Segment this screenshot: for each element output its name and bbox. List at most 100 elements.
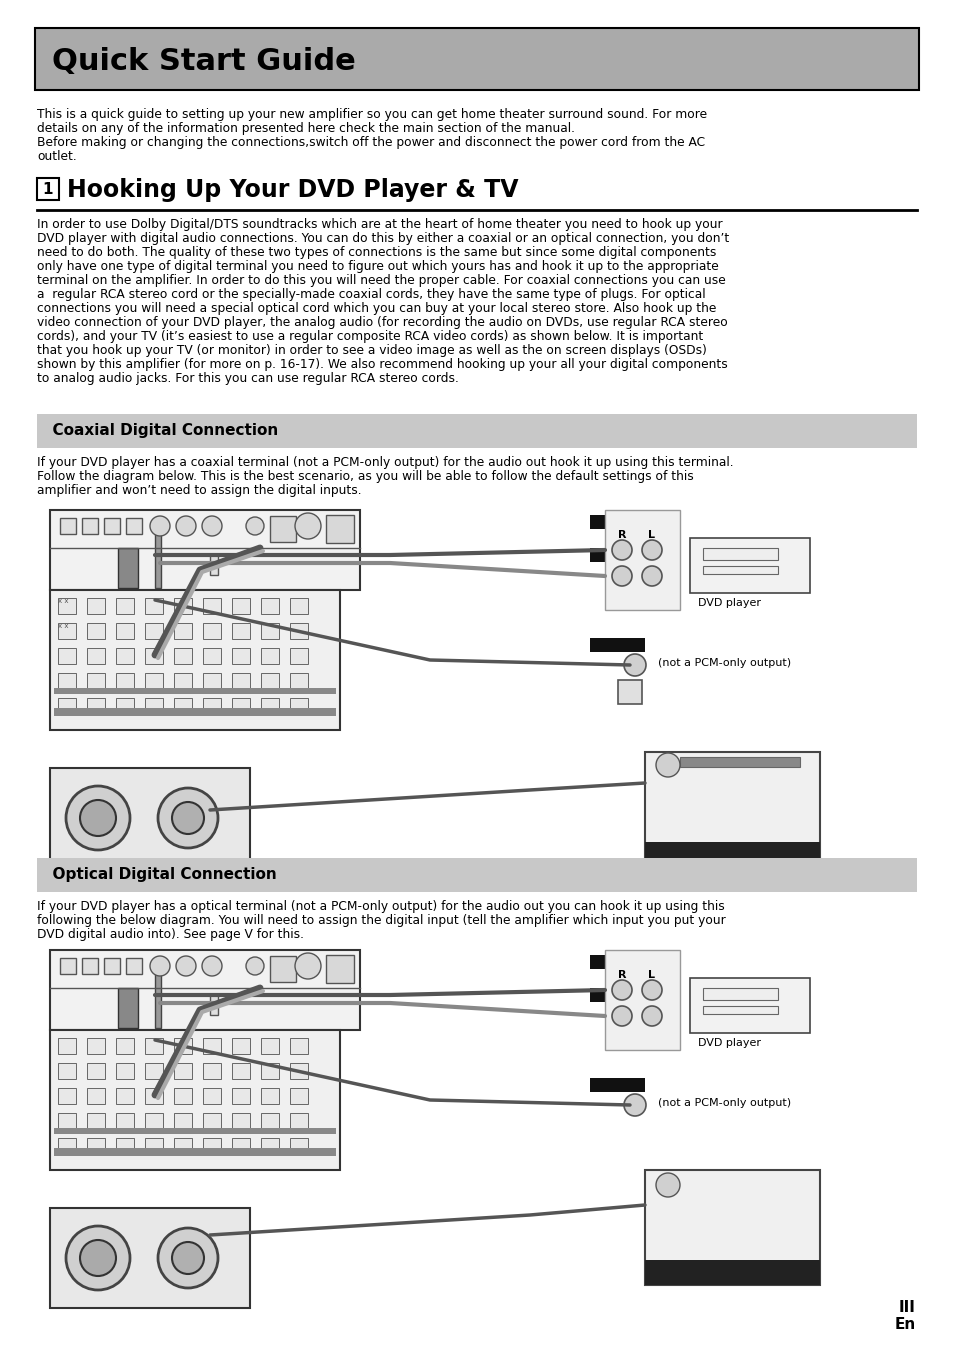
Bar xyxy=(50,950,359,1030)
Circle shape xyxy=(294,953,320,979)
Bar xyxy=(116,1038,133,1054)
Bar xyxy=(290,1038,308,1054)
Text: DVD player: DVD player xyxy=(698,1038,760,1047)
Bar xyxy=(290,1088,308,1104)
Bar xyxy=(589,515,644,528)
Bar xyxy=(702,1006,778,1014)
Text: In order to use Dolby Digital/DTS soundtracks which are at the heart of home the: In order to use Dolby Digital/DTS soundt… xyxy=(37,218,721,231)
Bar xyxy=(87,673,105,689)
Bar xyxy=(58,1113,76,1130)
Circle shape xyxy=(172,802,204,834)
Bar xyxy=(290,698,308,714)
Bar xyxy=(54,687,335,694)
Bar xyxy=(173,1138,192,1154)
Bar xyxy=(50,510,359,590)
Bar xyxy=(145,1088,163,1104)
Circle shape xyxy=(246,518,264,535)
Circle shape xyxy=(612,980,631,1000)
Bar xyxy=(644,842,820,867)
Text: This is a quick guide to setting up your new amplifier so you can get home theat: This is a quick guide to setting up your… xyxy=(37,108,706,121)
Bar xyxy=(679,758,800,767)
Bar xyxy=(173,1064,192,1078)
Text: following the below diagram. You will need to assign the digital input (tell the: following the below diagram. You will ne… xyxy=(37,914,725,927)
Bar xyxy=(145,1113,163,1130)
Text: Before making or changing the connections,switch off the power and disconnect th: Before making or changing the connection… xyxy=(37,136,704,150)
Text: that you hook up your TV (or monitor) in order to see a video image as well as t: that you hook up your TV (or monitor) in… xyxy=(37,344,706,357)
Text: need to do both. The quality of these two types of connections is the same but s: need to do both. The quality of these tw… xyxy=(37,245,716,259)
Bar xyxy=(126,958,142,975)
Circle shape xyxy=(641,1006,661,1026)
Bar xyxy=(326,515,354,543)
Circle shape xyxy=(294,514,320,539)
Circle shape xyxy=(612,566,631,586)
Bar xyxy=(87,1038,105,1054)
Bar xyxy=(173,599,192,613)
Bar xyxy=(232,1088,250,1104)
Bar xyxy=(290,1113,308,1130)
Text: only have one type of digital terminal you need to figure out which yours has an: only have one type of digital terminal y… xyxy=(37,260,718,274)
Bar xyxy=(37,178,59,200)
Bar xyxy=(173,673,192,689)
Text: DVD player: DVD player xyxy=(698,599,760,608)
Text: terminal on the amplifier. In order to do this you will need the proper cable. F: terminal on the amplifier. In order to d… xyxy=(37,274,725,287)
Circle shape xyxy=(202,956,222,976)
Bar xyxy=(589,638,644,652)
Bar xyxy=(58,648,76,665)
Bar xyxy=(702,988,778,1000)
Circle shape xyxy=(150,956,170,976)
Bar xyxy=(116,1113,133,1130)
Bar xyxy=(50,768,250,868)
Text: Quick Start Guide: Quick Start Guide xyxy=(52,46,355,75)
Bar xyxy=(261,1088,278,1104)
Text: details on any of the information presented here check the main section of the m: details on any of the information presen… xyxy=(37,123,575,135)
Text: (not a PCM-only output): (not a PCM-only output) xyxy=(658,658,790,669)
Bar xyxy=(104,958,120,975)
Bar xyxy=(644,1260,820,1285)
Bar xyxy=(116,698,133,714)
Bar xyxy=(87,698,105,714)
Bar xyxy=(261,599,278,613)
Bar xyxy=(203,698,221,714)
Bar xyxy=(203,673,221,689)
Bar xyxy=(702,549,778,559)
Bar xyxy=(290,623,308,639)
Bar xyxy=(689,979,809,1033)
Bar xyxy=(173,648,192,665)
Bar xyxy=(290,1064,308,1078)
Bar xyxy=(116,648,133,665)
Circle shape xyxy=(246,957,264,975)
Bar xyxy=(60,958,76,975)
Bar xyxy=(116,623,133,639)
Text: x x: x x xyxy=(58,623,69,630)
Circle shape xyxy=(202,516,222,537)
Bar xyxy=(35,28,918,90)
Bar xyxy=(173,1038,192,1054)
Bar xyxy=(145,648,163,665)
Circle shape xyxy=(66,1225,130,1290)
Bar xyxy=(261,623,278,639)
Circle shape xyxy=(175,956,195,976)
Bar xyxy=(232,1038,250,1054)
Circle shape xyxy=(641,980,661,1000)
Text: video connection of your DVD player, the analog audio (for recording the audio o: video connection of your DVD player, the… xyxy=(37,315,727,329)
Circle shape xyxy=(80,799,116,836)
Text: Coaxial Digital Connection: Coaxial Digital Connection xyxy=(42,423,278,438)
Text: R: R xyxy=(618,530,625,541)
Bar xyxy=(702,566,778,574)
Bar xyxy=(261,1138,278,1154)
Bar xyxy=(261,1113,278,1130)
Bar xyxy=(261,648,278,665)
Bar xyxy=(58,599,76,613)
Text: L: L xyxy=(648,530,655,541)
Bar xyxy=(116,1138,133,1154)
Bar xyxy=(173,623,192,639)
Bar xyxy=(203,599,221,613)
Text: x x: x x xyxy=(58,599,69,604)
Circle shape xyxy=(66,786,130,851)
Bar xyxy=(58,623,76,639)
Text: Follow the diagram below. This is the best scenario, as you will be able to foll: Follow the diagram below. This is the be… xyxy=(37,470,693,483)
Bar xyxy=(145,623,163,639)
Bar xyxy=(290,1138,308,1154)
Text: Hooking Up Your DVD Player & TV: Hooking Up Your DVD Player & TV xyxy=(67,178,518,202)
Bar xyxy=(116,673,133,689)
